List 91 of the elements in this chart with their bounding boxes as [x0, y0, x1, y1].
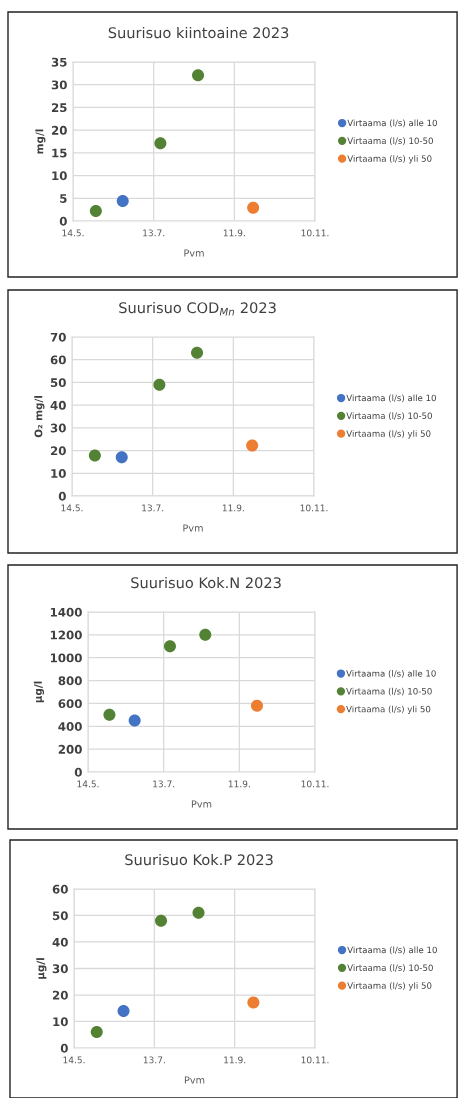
x-tick-label: 13.7.	[143, 1056, 165, 1064]
x-tick-label: 10.11.	[301, 1056, 329, 1064]
y-tick-label: 0	[58, 491, 66, 501]
x-tick-label: 13.7.	[153, 780, 175, 788]
point	[155, 914, 168, 927]
y-tick-label: 1200	[50, 630, 82, 640]
chart-title: Suurisuo COD$_{Mn}$ 2023	[119, 301, 276, 316]
legend-label: Virtaama (l/s) yli 50	[347, 155, 432, 164]
y-tick-label: 20	[50, 446, 66, 456]
y-tick-label: 60	[50, 355, 66, 365]
y-tick-label: 5	[60, 194, 67, 203]
y-tick-label: 70	[50, 332, 66, 342]
point	[199, 628, 212, 641]
legend-label: Virtaama (l/s) alle 10	[347, 119, 437, 128]
y-axis-title: µg/l	[33, 681, 45, 703]
point	[90, 1026, 103, 1039]
chart-title: Suurisuo kiintoaine 2023	[108, 26, 289, 39]
y-axis-title: O₂ mg/l	[34, 396, 45, 438]
y-tick-label: 40	[52, 937, 68, 947]
x-tick-label: 11.9.	[223, 229, 245, 237]
point	[88, 449, 101, 462]
x-axis-title: Pvm	[184, 1076, 205, 1084]
x-axis-title: Pvm	[183, 524, 203, 532]
y-tick-label: 400	[58, 722, 82, 731]
point	[153, 378, 166, 391]
y-tick-label: 200	[58, 744, 82, 754]
y-tick-label: 10	[53, 1017, 68, 1027]
x-tick-label: 11.9.	[228, 780, 250, 788]
y-tick-label: 0	[74, 767, 82, 777]
y-tick-label: 50	[50, 378, 66, 388]
y-tick-label: 0	[60, 1043, 68, 1053]
point	[89, 204, 102, 218]
y-tick-label: 25	[51, 103, 67, 113]
x-tick-label: 14.5.	[61, 504, 83, 512]
y-tick-label: 10	[51, 469, 66, 478]
y-axis-title: mg/l	[35, 129, 46, 154]
legend-label: Virtaama (l/s) alle 10	[346, 394, 436, 403]
legend-label: Virtaama (l/s) alle 10	[347, 946, 437, 955]
legend-label: Virtaama (l/s) 10-50	[346, 412, 432, 421]
y-tick-label: 10	[52, 171, 67, 181]
x-tick-label: 10.11.	[301, 229, 329, 237]
y-tick-label: 15	[52, 148, 67, 158]
y-tick-label: 30	[50, 423, 66, 433]
point	[247, 201, 260, 214]
chart-title: Suurisuo Kok.P 2023	[125, 853, 273, 866]
point	[192, 906, 205, 919]
point	[116, 195, 129, 208]
y-tick-label: 1000	[50, 653, 82, 663]
legend-label: Virtaama (l/s) yli 50	[346, 430, 431, 439]
y-tick-label: 30	[51, 80, 67, 90]
point	[163, 640, 176, 653]
point	[154, 137, 167, 150]
x-tick-label: 11.9.	[224, 1056, 246, 1064]
y-tick-label: 1400	[50, 607, 82, 617]
legend-label: Virtaama (l/s) yli 50	[347, 982, 432, 991]
y-tick-label: 30	[52, 964, 68, 974]
y-tick-label: 40	[50, 400, 66, 410]
legend-label: Virtaama (l/s) 10-50	[347, 137, 433, 146]
y-tick-label: 600	[58, 699, 82, 709]
legend-label: Virtaama (l/s) 10-50	[347, 964, 433, 973]
point	[191, 346, 204, 359]
y-axis-title: µg/l	[36, 958, 47, 979]
x-tick-label: 13.7.	[143, 229, 165, 237]
x-axis-title: Pvm	[184, 249, 204, 257]
x-tick-label: 14.5.	[63, 1056, 85, 1064]
y-tick-label: 20	[51, 125, 67, 135]
x-tick-label: 14.5.	[62, 229, 84, 237]
point	[103, 708, 116, 721]
x-tick-label: 11.9.	[222, 504, 244, 512]
y-tick-label: 20	[52, 990, 68, 1000]
x-tick-label: 10.11.	[301, 780, 329, 788]
point	[117, 1004, 130, 1017]
chart-title: Suurisuo Kok.N 2023	[131, 576, 281, 589]
point	[246, 439, 259, 452]
y-tick-label: 50	[52, 911, 68, 921]
x-tick-label: 10.11.	[300, 504, 328, 512]
x-axis-title: Pvm	[191, 800, 212, 808]
point	[247, 996, 260, 1009]
x-tick-label: 14.5.	[77, 780, 99, 788]
x-tick-label: 13.7.	[142, 504, 164, 512]
y-tick-label: 35	[51, 57, 67, 67]
y-tick-label: 0	[59, 216, 67, 226]
legend-label: Virtaama (l/s) alle 10	[346, 670, 436, 678]
legend-label: Virtaama (l/s) yli 50	[346, 705, 431, 714]
y-tick-label: 60	[52, 884, 68, 894]
y-tick-label: 800	[58, 676, 82, 686]
point	[192, 69, 205, 82]
point	[128, 714, 141, 727]
point	[250, 699, 263, 712]
legend-label: Virtaama (l/s) 10-50	[346, 687, 432, 696]
point	[115, 451, 128, 464]
